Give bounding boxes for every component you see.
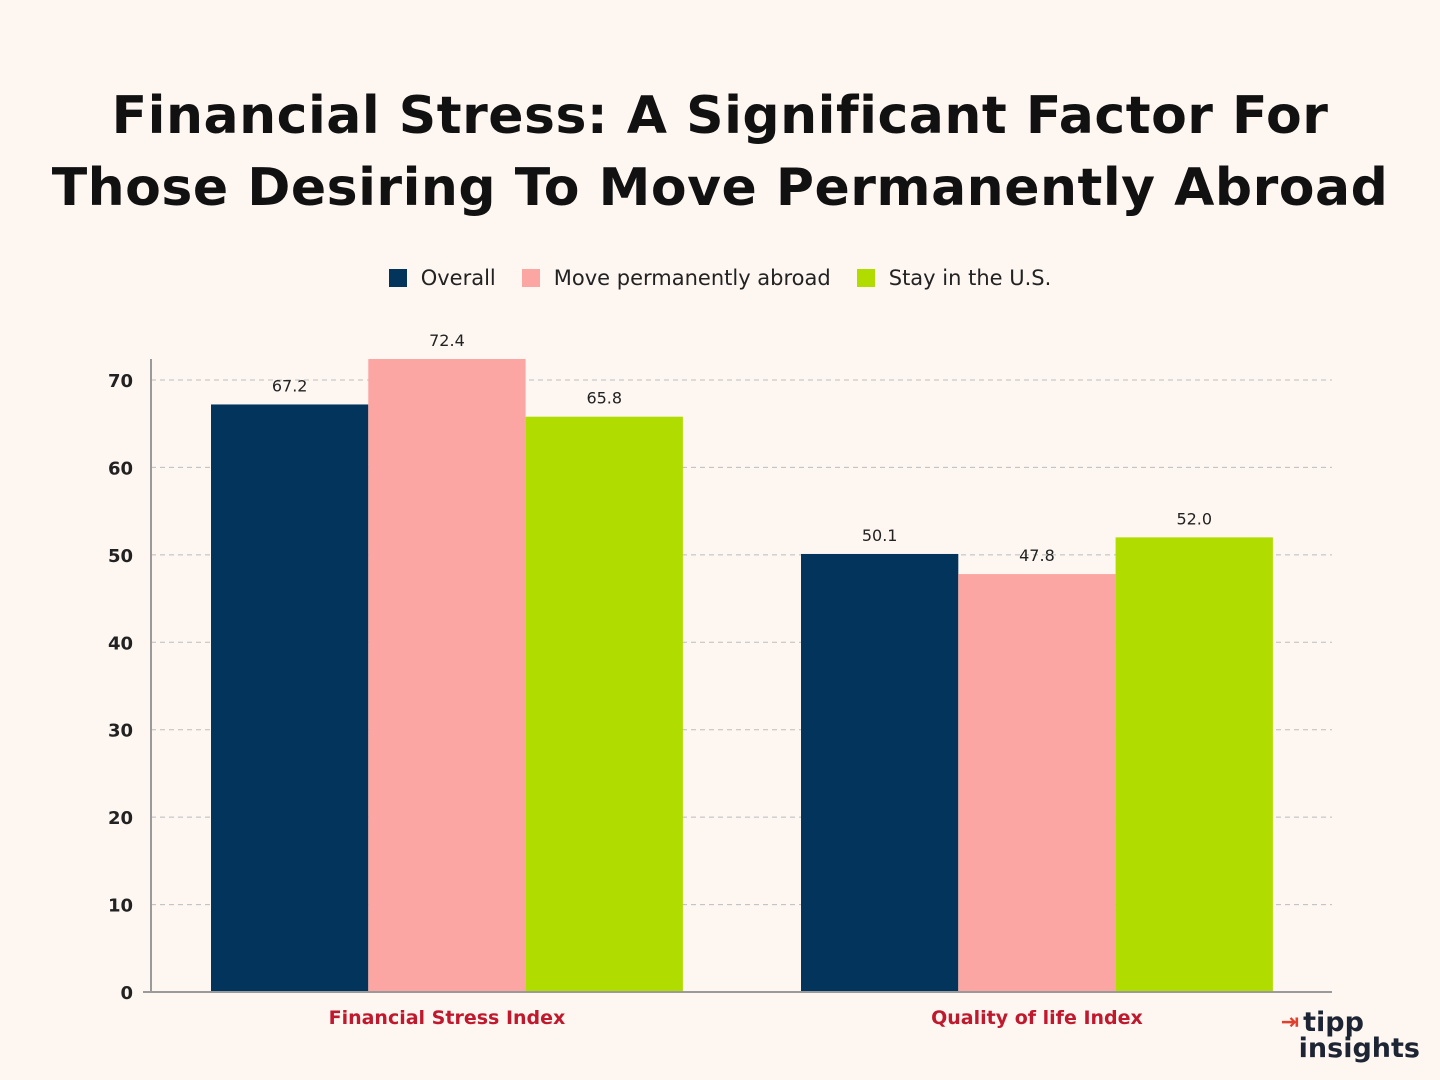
arrow-right-icon: ⇥ bbox=[1280, 1010, 1300, 1035]
logo-word-tipp: tipp bbox=[1303, 1007, 1364, 1038]
y-tick-label-50: 50 bbox=[108, 546, 133, 567]
bar-1-2 bbox=[1115, 537, 1273, 992]
legend-label-overall: Overall bbox=[420, 266, 496, 290]
legend-swatch-overall bbox=[388, 269, 407, 287]
chart-title-line-1: Financial Stress: A Significant Factor F… bbox=[111, 86, 1329, 146]
legend-item-abroad: Move permanently abroad bbox=[521, 266, 831, 290]
y-tick-label-20: 20 bbox=[108, 808, 133, 829]
legend: Overall Move permanently abroad Stay in … bbox=[0, 266, 1440, 290]
y-tick-label-60: 60 bbox=[108, 458, 133, 479]
y-tick-label-10: 10 bbox=[108, 896, 133, 917]
legend-item-overall: Overall bbox=[388, 266, 496, 290]
y-tick-label-70: 70 bbox=[108, 371, 133, 392]
chart-title: Financial Stress: A Significant Factor F… bbox=[0, 80, 1440, 224]
bar-0-0 bbox=[211, 404, 369, 992]
y-tick-label-40: 40 bbox=[108, 633, 133, 654]
data-label-1-1: 47.8 bbox=[1019, 546, 1055, 565]
tipp-insights-logo: ⇥ tipp insights bbox=[1277, 1007, 1420, 1064]
chart-title-line-2: Those Desiring To Move Permanently Abroa… bbox=[51, 158, 1389, 218]
bar-0-1 bbox=[368, 359, 526, 992]
x-category-label-1: Quality of life Index bbox=[931, 1007, 1143, 1029]
data-label-0-1: 72.4 bbox=[429, 331, 465, 350]
data-label-0-0: 67.2 bbox=[272, 376, 308, 395]
bar-0-2 bbox=[525, 416, 683, 992]
legend-label-stay: Stay in the U.S. bbox=[888, 266, 1052, 290]
legend-item-stay: Stay in the U.S. bbox=[856, 266, 1052, 290]
data-label-1-0: 50.1 bbox=[862, 526, 898, 545]
logo-word-insights: insights bbox=[1298, 1033, 1420, 1064]
data-label-1-2: 52.0 bbox=[1176, 509, 1212, 528]
bar-1-0 bbox=[801, 553, 959, 992]
legend-swatch-abroad bbox=[521, 269, 540, 287]
legend-swatch-stay bbox=[856, 269, 875, 287]
legend-label-abroad: Move permanently abroad bbox=[553, 266, 831, 290]
y-tick-label-0: 0 bbox=[120, 983, 133, 1004]
x-category-label-0: Financial Stress Index bbox=[329, 1007, 566, 1029]
y-tick-label-30: 30 bbox=[108, 721, 133, 742]
bar-1-1 bbox=[958, 574, 1116, 992]
data-label-0-2: 65.8 bbox=[586, 389, 622, 408]
